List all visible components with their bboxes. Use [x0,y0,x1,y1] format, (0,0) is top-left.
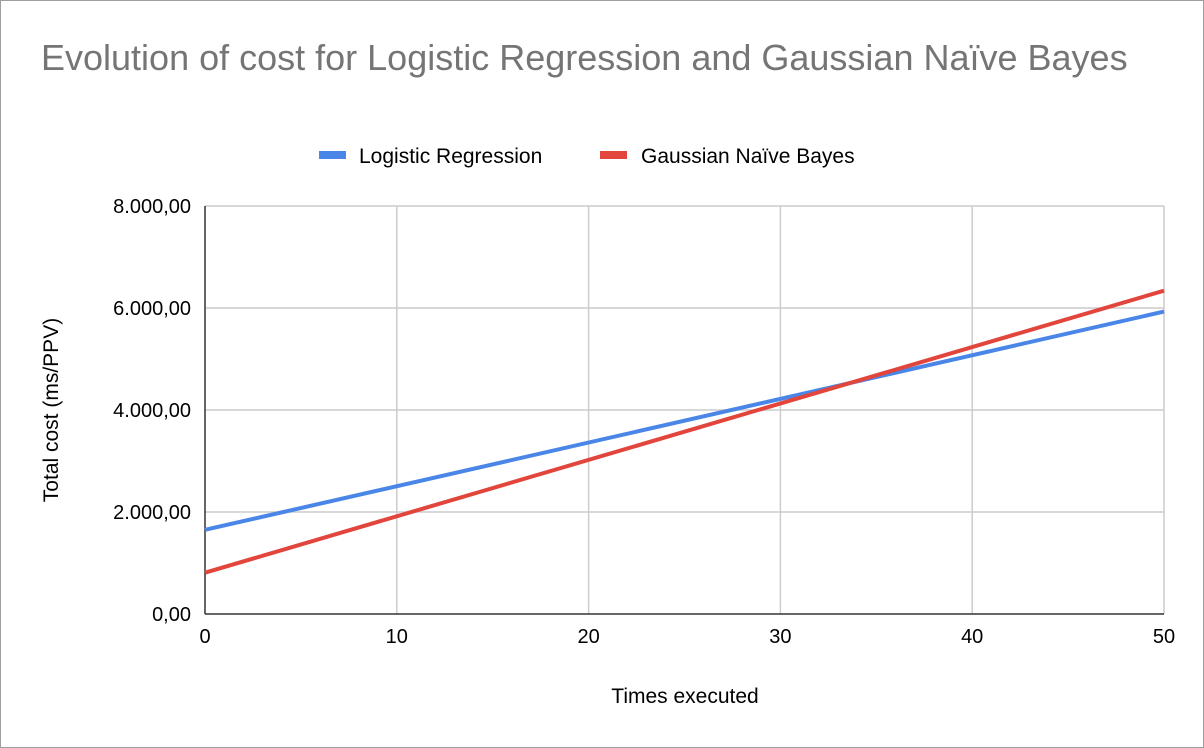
axes [204,206,1164,615]
gridlines [205,205,1165,614]
y-tick-label: 6.000,00 [113,298,191,320]
x-tick-label: 0 [199,626,210,648]
x-tick-label: 30 [769,626,791,648]
tick-labels: 0 10 20 30 40 50 0,00 2.000,00 4.000,00 6.000,00 8… [113,196,1175,648]
y-tick-label: 0,00 [152,604,191,626]
y-tick-label: 4.000,00 [113,400,191,422]
x-tick-label: 40 [961,626,983,648]
series-line-0 [204,309,1165,532]
x-tick-label: 10 [386,626,408,648]
legend-swatch-1 [600,151,627,159]
y-axis-label: Total cost (ms/PPV) [40,318,63,502]
chart-title: Evolution of cost for Logistic Regressio… [41,37,1128,78]
legend-label-1: Gaussian Naïve Bayes [641,145,855,168]
x-tick-label: 50 [1153,626,1175,648]
y-tick-label: 8.000,00 [113,196,191,218]
x-axis-label: Times executed [611,685,758,708]
x-tick-label: 20 [577,626,599,648]
series-lines [204,288,1165,575]
y-tick-label: 2.000,00 [113,502,191,524]
legend-swatch-0 [319,151,346,159]
legend-label-0: Logistic Regression [359,145,542,168]
legend: Logistic Regression Gaussian Naïve Bayes [319,145,855,168]
series-line-1 [204,288,1165,575]
